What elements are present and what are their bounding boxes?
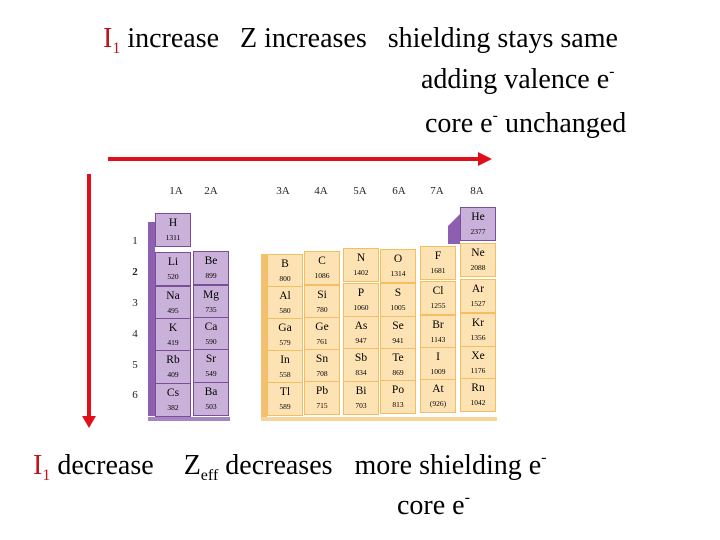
element-H: H 1311 bbox=[155, 213, 191, 247]
ionization-energy-symbol: I1 bbox=[103, 23, 121, 57]
period-label: 3 bbox=[132, 297, 138, 309]
element-I: I 1009 bbox=[420, 347, 456, 381]
element-Ba: Ba 503 bbox=[193, 382, 229, 416]
element-O: O 1314 bbox=[380, 249, 416, 283]
element-S: S 1005 bbox=[380, 283, 416, 317]
top-line-1: I1 increase Z increases shielding stays … bbox=[103, 23, 618, 57]
element-Bi: Bi 703 bbox=[343, 381, 379, 415]
element-Si: Si 780 bbox=[304, 285, 340, 319]
p-block-bottom bbox=[261, 417, 497, 421]
element-Be: Be 899 bbox=[193, 251, 229, 285]
element-In: In 558 bbox=[267, 350, 303, 384]
period-label: 6 bbox=[132, 389, 138, 401]
bottom-line-1: I1 decrease Zeff decreases more shielding … bbox=[33, 449, 547, 484]
element-Li: Li 520 bbox=[155, 252, 191, 286]
element-He: He 2377 bbox=[460, 207, 496, 241]
group-label: 7A bbox=[430, 185, 444, 197]
element-Kr: Kr 1356 bbox=[460, 313, 496, 347]
s-block-side bbox=[148, 222, 155, 416]
group-label: 2A bbox=[204, 185, 218, 197]
group-label: 5A bbox=[353, 185, 367, 197]
group-label: 8A bbox=[470, 185, 484, 197]
period-label: 2 bbox=[132, 266, 138, 278]
he-side bbox=[448, 214, 460, 244]
element-Ge: Ge 761 bbox=[304, 317, 340, 351]
element-Sb: Sb 834 bbox=[343, 348, 379, 382]
increase-arrow-right bbox=[108, 157, 480, 161]
element-F: F 1681 bbox=[420, 246, 456, 280]
element-Te: Te 869 bbox=[380, 348, 416, 382]
group-label: 4A bbox=[314, 185, 328, 197]
top-line-2: adding valence e- bbox=[421, 63, 615, 95]
element-Tl: Tl 589 bbox=[267, 382, 303, 416]
element-N: N 1402 bbox=[343, 248, 379, 282]
decrease-arrow-down bbox=[87, 174, 91, 418]
element-Ca: Ca 590 bbox=[193, 317, 229, 351]
element-Al: Al 580 bbox=[267, 286, 303, 320]
period-label: 5 bbox=[132, 359, 138, 371]
element-Ne: Ne 2088 bbox=[460, 243, 496, 277]
group-label: 1A bbox=[169, 185, 183, 197]
element-C: C 1086 bbox=[304, 251, 340, 285]
element-Pb: Pb 715 bbox=[304, 381, 340, 415]
s-block-bottom bbox=[148, 417, 230, 421]
arrow-head-down-icon bbox=[82, 416, 96, 428]
element-P: P 1060 bbox=[343, 283, 379, 317]
element-Xe: Xe 1176 bbox=[460, 346, 496, 380]
period-label: 1 bbox=[132, 235, 138, 247]
element-Ar: Ar 1527 bbox=[460, 279, 496, 313]
element-As: As 947 bbox=[343, 316, 379, 350]
group-label: 3A bbox=[276, 185, 290, 197]
element-B: B 800 bbox=[267, 254, 303, 288]
element-Se: Se 941 bbox=[380, 316, 416, 350]
element-Rn: Rn 1042 bbox=[460, 378, 496, 412]
group-label: 6A bbox=[392, 185, 406, 197]
period-label: 4 bbox=[132, 328, 138, 340]
element-Sn: Sn 708 bbox=[304, 349, 340, 383]
element-Po: Po 813 bbox=[380, 380, 416, 414]
element-Br: Br 1143 bbox=[420, 315, 456, 349]
element-Mg: Mg 735 bbox=[193, 285, 229, 319]
element-Na: Na 495 bbox=[155, 286, 191, 320]
bottom-line-2: core e- bbox=[397, 489, 470, 521]
element-Cl: Cl 1255 bbox=[420, 281, 456, 315]
element-At: At (926) bbox=[420, 379, 456, 413]
element-Sr: Sr 549 bbox=[193, 349, 229, 383]
element-K: K 419 bbox=[155, 318, 191, 352]
top-line-3: core e- unchanged bbox=[425, 107, 627, 139]
element-Ga: Ga 579 bbox=[267, 318, 303, 352]
arrow-head-right-icon bbox=[478, 152, 492, 166]
element-Cs: Cs 382 bbox=[155, 383, 191, 417]
element-Rb: Rb 409 bbox=[155, 350, 191, 384]
p-block-side bbox=[261, 254, 267, 418]
ionization-energy-symbol: I1 bbox=[33, 450, 51, 484]
